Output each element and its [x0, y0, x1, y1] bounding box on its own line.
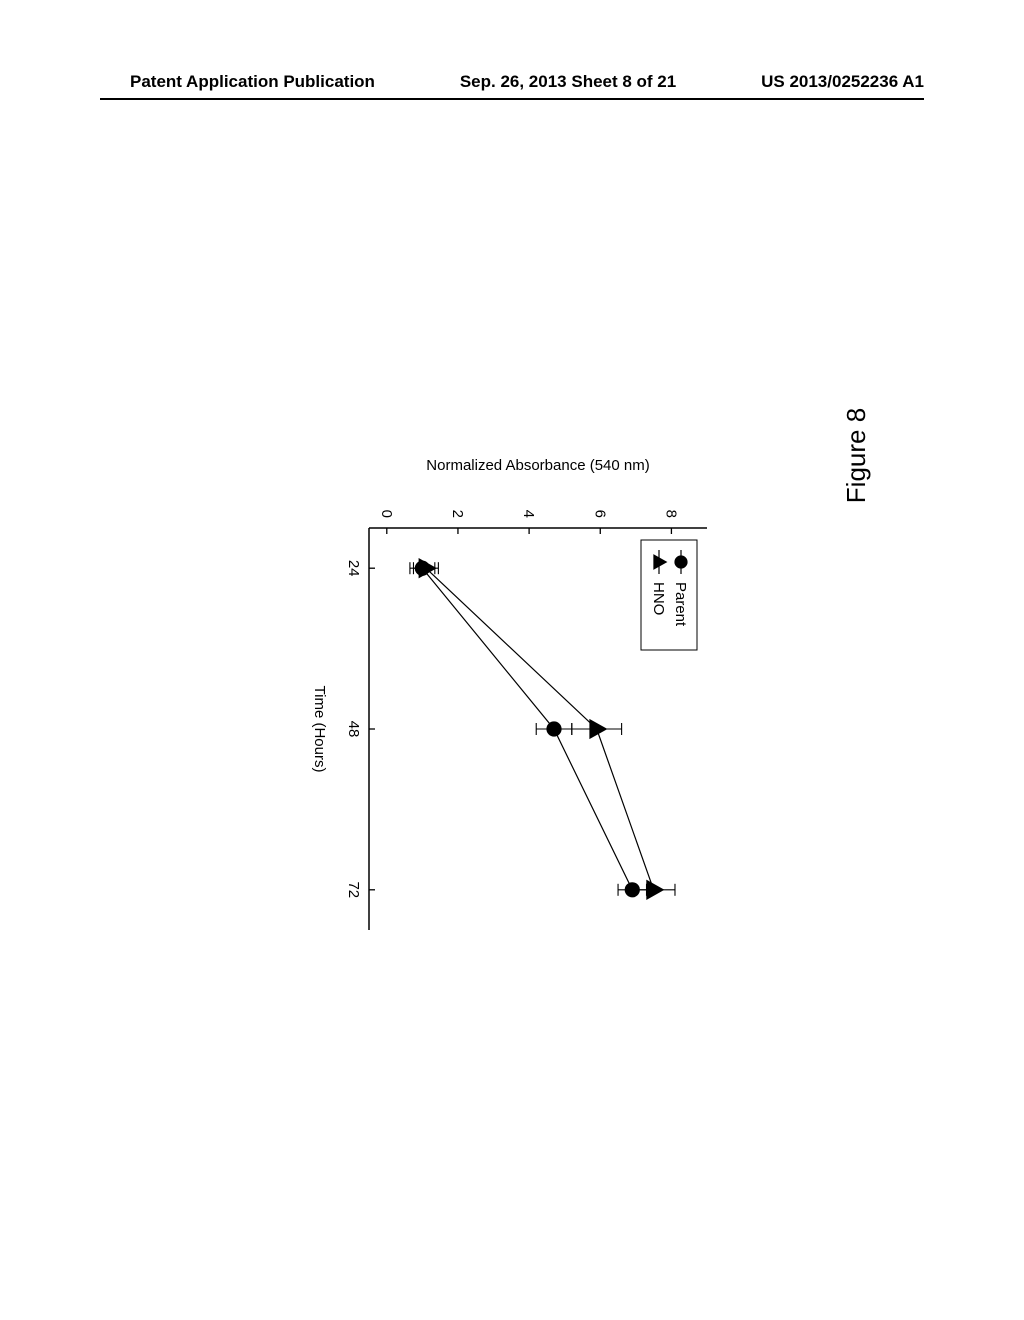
- svg-text:Parent: Parent: [672, 582, 689, 627]
- header-right: US 2013/0252236 A1: [761, 72, 924, 92]
- svg-text:Time (Hours): Time (Hours): [311, 686, 328, 773]
- svg-text:2: 2: [449, 510, 466, 518]
- svg-text:HNO: HNO: [650, 582, 667, 615]
- svg-text:8: 8: [662, 510, 679, 518]
- rotated-figure: 02468244872Time (Hours)Normalized Absorb…: [297, 450, 727, 950]
- header-left: Patent Application Publication: [130, 72, 375, 92]
- svg-text:0: 0: [378, 510, 395, 518]
- svg-text:Normalized Absorbance (540 nm): Normalized Absorbance (540 nm): [426, 457, 649, 474]
- svg-text:6: 6: [591, 510, 608, 518]
- page-header: Patent Application Publication Sep. 26, …: [0, 72, 1024, 92]
- page: Patent Application Publication Sep. 26, …: [0, 0, 1024, 1320]
- svg-text:24: 24: [345, 560, 362, 577]
- svg-text:72: 72: [345, 881, 362, 898]
- svg-text:4: 4: [520, 510, 537, 518]
- figure-label: Figure 8: [841, 408, 872, 503]
- header-rule: [100, 98, 924, 100]
- line-chart: 02468244872Time (Hours)Normalized Absorb…: [297, 450, 727, 950]
- svg-text:48: 48: [345, 721, 362, 738]
- header-center: Sep. 26, 2013 Sheet 8 of 21: [460, 72, 676, 92]
